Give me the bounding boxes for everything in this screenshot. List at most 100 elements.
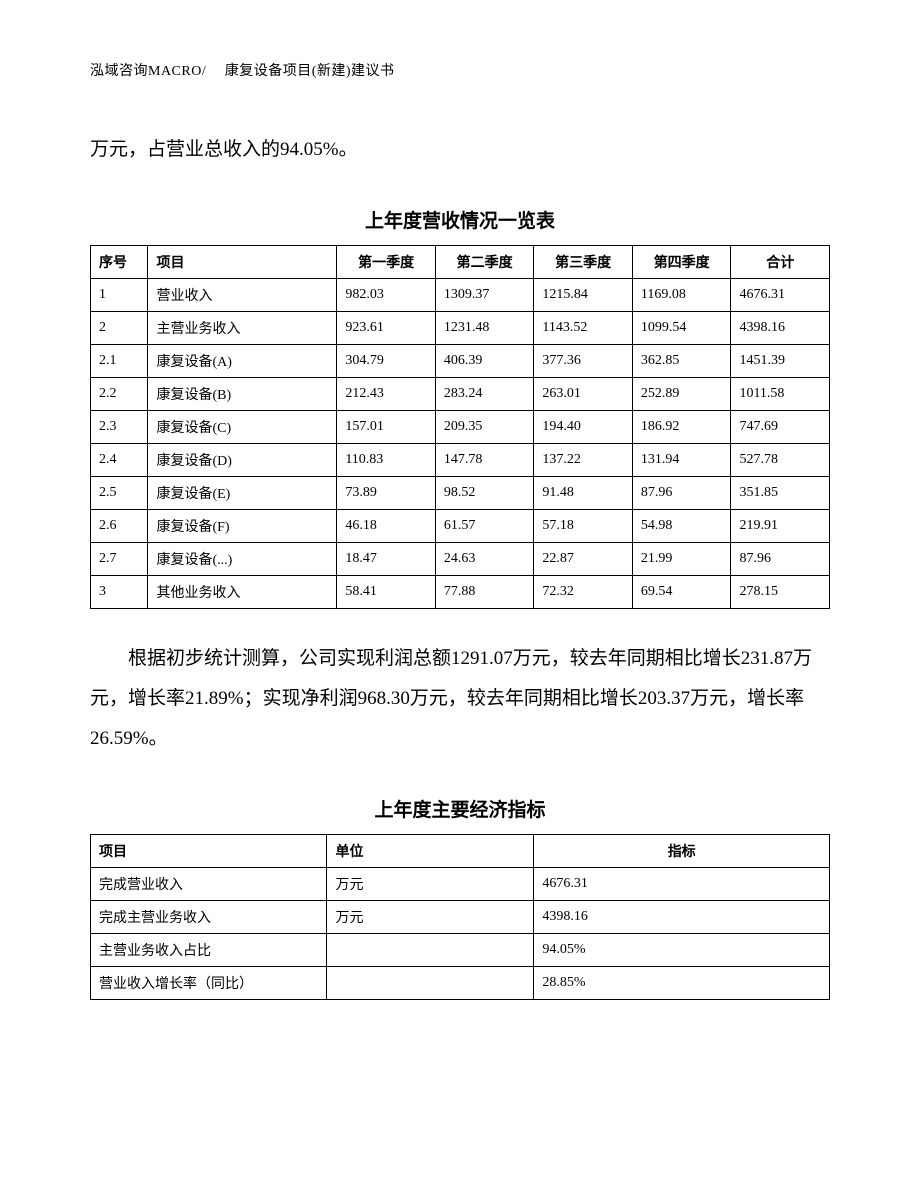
table-cell: 58.41 [337, 575, 436, 608]
col-header-q4: 第四季度 [632, 245, 731, 278]
table-cell: 主营业务收入 [148, 311, 337, 344]
table-cell: 747.69 [731, 410, 830, 443]
col-header-seq: 序号 [91, 245, 148, 278]
table-cell: 康复设备(B) [148, 377, 337, 410]
table-cell: 406.39 [435, 344, 534, 377]
table-cell: 2.1 [91, 344, 148, 377]
table-cell: 137.22 [534, 443, 633, 476]
col-header-item2: 项目 [91, 834, 327, 867]
table-cell: 其他业务收入 [148, 575, 337, 608]
table-row: 2.2康复设备(B)212.43283.24263.01252.891011.5… [91, 377, 830, 410]
table-cell: 212.43 [337, 377, 436, 410]
table-cell: 完成营业收入 [91, 867, 327, 900]
table-cell: 69.54 [632, 575, 731, 608]
table-cell: 362.85 [632, 344, 731, 377]
table-cell: 252.89 [632, 377, 731, 410]
table-cell: 4398.16 [534, 900, 830, 933]
table-cell: 1169.08 [632, 278, 731, 311]
table-cell: 982.03 [337, 278, 436, 311]
table-cell: 28.85% [534, 966, 830, 999]
table-cell: 923.61 [337, 311, 436, 344]
table-cell: 1215.84 [534, 278, 633, 311]
table-cell: 110.83 [337, 443, 436, 476]
table-cell: 98.52 [435, 476, 534, 509]
table-cell: 1 [91, 278, 148, 311]
table-cell: 22.87 [534, 542, 633, 575]
page-header-text: 泓域咨询MACRO/ 康复设备项目(新建)建议书 [90, 60, 830, 80]
col-header-q3: 第三季度 [534, 245, 633, 278]
table-row: 主营业务收入占比 94.05% [91, 933, 830, 966]
table-cell: 营业收入 [148, 278, 337, 311]
table-cell: 57.18 [534, 509, 633, 542]
table-cell: 77.88 [435, 575, 534, 608]
table-cell: 主营业务收入占比 [91, 933, 327, 966]
table-cell: 康复设备(D) [148, 443, 337, 476]
table-row: 2.7康复设备(...)18.4724.6322.8721.9987.96 [91, 542, 830, 575]
table-cell: 194.40 [534, 410, 633, 443]
table-cell: 4676.31 [731, 278, 830, 311]
col-header-total: 合计 [731, 245, 830, 278]
table-cell: 21.99 [632, 542, 731, 575]
table-cell: 2.2 [91, 377, 148, 410]
table-cell: 万元 [327, 867, 534, 900]
table-row: 2.3康复设备(C)157.01209.35194.40186.92747.69 [91, 410, 830, 443]
table-row: 2.5康复设备(E)73.8998.5291.4887.96351.85 [91, 476, 830, 509]
table-cell [327, 966, 534, 999]
table-cell: 46.18 [337, 509, 436, 542]
table-row: 1营业收入982.031309.371215.841169.084676.31 [91, 278, 830, 311]
table-cell: 1231.48 [435, 311, 534, 344]
table-cell: 94.05% [534, 933, 830, 966]
table-cell: 万元 [327, 900, 534, 933]
table-cell: 康复设备(A) [148, 344, 337, 377]
table-cell: 4676.31 [534, 867, 830, 900]
revenue-table: 序号 项目 第一季度 第二季度 第三季度 第四季度 合计 1营业收入982.03… [90, 245, 830, 609]
table-cell: 康复设备(E) [148, 476, 337, 509]
table-cell: 219.91 [731, 509, 830, 542]
table-cell: 营业收入增长率（同比） [91, 966, 327, 999]
table-cell: 1099.54 [632, 311, 731, 344]
table-cell: 4398.16 [731, 311, 830, 344]
table-cell: 54.98 [632, 509, 731, 542]
indicator-table-title: 上年度主要经济指标 [90, 795, 830, 822]
table-cell: 278.15 [731, 575, 830, 608]
table-cell: 157.01 [337, 410, 436, 443]
table-cell: 3 [91, 575, 148, 608]
table-cell: 康复设备(...) [148, 542, 337, 575]
table-cell: 377.36 [534, 344, 633, 377]
table-cell: 87.96 [731, 542, 830, 575]
table-cell: 87.96 [632, 476, 731, 509]
indicator-table: 项目 单位 指标 完成营业收入万元4676.31完成主营业务收入万元4398.1… [90, 834, 830, 1000]
table-cell: 2.4 [91, 443, 148, 476]
table-cell: 2.3 [91, 410, 148, 443]
table-cell: 527.78 [731, 443, 830, 476]
table-cell: 24.63 [435, 542, 534, 575]
table-row: 2主营业务收入923.611231.481143.521099.544398.1… [91, 311, 830, 344]
table-cell: 1143.52 [534, 311, 633, 344]
table-cell: 18.47 [337, 542, 436, 575]
table-row: 2.4康复设备(D)110.83147.78137.22131.94527.78 [91, 443, 830, 476]
table-header-row: 序号 项目 第一季度 第二季度 第三季度 第四季度 合计 [91, 245, 830, 278]
col-header-q2: 第二季度 [435, 245, 534, 278]
table-cell: 61.57 [435, 509, 534, 542]
table-cell: 91.48 [534, 476, 633, 509]
col-header-unit: 单位 [327, 834, 534, 867]
col-header-q1: 第一季度 [337, 245, 436, 278]
paragraph-mid: 根据初步统计测算，公司实现利润总额1291.07万元，较去年同期相比增长231.… [90, 639, 830, 759]
col-header-val: 指标 [534, 834, 830, 867]
revenue-table-title: 上年度营收情况一览表 [90, 206, 830, 233]
table-cell [327, 933, 534, 966]
paragraph-top: 万元，占营业总收入的94.05%。 [90, 130, 830, 170]
table-cell: 1451.39 [731, 344, 830, 377]
table-row: 完成营业收入万元4676.31 [91, 867, 830, 900]
table-cell: 72.32 [534, 575, 633, 608]
table-cell: 完成主营业务收入 [91, 900, 327, 933]
table-cell: 1011.58 [731, 377, 830, 410]
table-cell: 283.24 [435, 377, 534, 410]
table-cell: 304.79 [337, 344, 436, 377]
table-cell: 2.6 [91, 509, 148, 542]
table-row: 2.6康复设备(F)46.1861.5757.1854.98219.91 [91, 509, 830, 542]
table-cell: 1309.37 [435, 278, 534, 311]
table-header-row: 项目 单位 指标 [91, 834, 830, 867]
table-cell: 209.35 [435, 410, 534, 443]
table-cell: 2.5 [91, 476, 148, 509]
